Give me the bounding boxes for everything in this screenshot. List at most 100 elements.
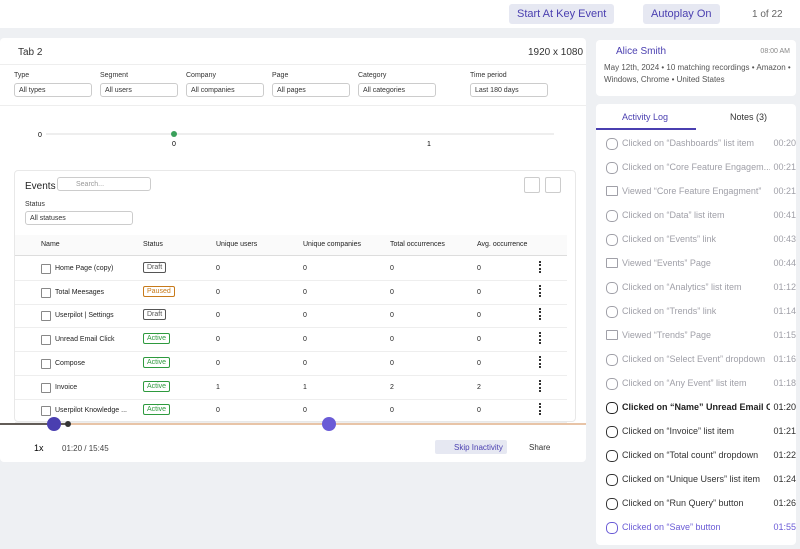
cell-value: 0 bbox=[390, 312, 394, 320]
activity-text: Clicked on “Invoice” list item bbox=[622, 426, 735, 436]
activity-time: 00:21 bbox=[773, 186, 796, 196]
click-icon bbox=[606, 234, 618, 246]
row-menu[interactable] bbox=[539, 261, 547, 273]
resolution: 1920 x 1080 bbox=[528, 47, 584, 58]
cell-value: 0 bbox=[216, 265, 220, 272]
activity-text: Viewed “Events” Page bbox=[622, 258, 711, 268]
speed[interactable]: 1x bbox=[34, 443, 44, 453]
activity-item[interactable]: Clicked on “Events” link 00:43 bbox=[604, 228, 796, 250]
cell-value: 0 bbox=[303, 265, 307, 272]
skip-label[interactable]: Skip Inactivity bbox=[454, 443, 503, 452]
activity-time: 01:12 bbox=[773, 282, 796, 292]
start-key-event-button[interactable]: Start At Key Event bbox=[509, 4, 615, 24]
activity-item[interactable]: Clicked on “Invoice” list item 01:21 bbox=[604, 420, 796, 442]
activity-item[interactable]: Viewed “Events” Page 00:44 bbox=[604, 252, 796, 274]
row-menu[interactable] bbox=[539, 403, 547, 416]
activity-item[interactable]: Clicked on “Any Event” list item 01:18 bbox=[604, 372, 796, 394]
status-badge: Active bbox=[143, 356, 171, 368]
row-icon bbox=[41, 382, 51, 393]
row-icon bbox=[41, 335, 51, 346]
filter-select[interactable]: All pages bbox=[272, 83, 350, 97]
tab-notes[interactable]: Notes (3) bbox=[730, 112, 768, 122]
search-input[interactable]: Search... bbox=[57, 177, 151, 191]
status-badge: Draft bbox=[143, 309, 167, 321]
activity-text: Clicked on “Unique Users” list item bbox=[622, 474, 761, 484]
activity-text: Clicked on “Analytics” list item bbox=[622, 282, 742, 292]
skip-button[interactable] bbox=[435, 440, 507, 454]
row-menu[interactable] bbox=[539, 355, 547, 368]
table-row[interactable]: Userpilot | Settings Draft 0 0 0 0 bbox=[15, 304, 567, 329]
activity-item[interactable]: Clicked on “Analytics” list item 01:12 bbox=[604, 276, 796, 298]
activity-text: Clicked on “Total count” dropdown bbox=[622, 450, 759, 460]
cell-value: 1 bbox=[216, 383, 220, 391]
filter-label: Page bbox=[272, 72, 289, 79]
activity-time: 01:26 bbox=[773, 498, 796, 508]
table-row[interactable]: Total Meesages Paused 0 0 0 0 bbox=[15, 281, 567, 305]
row-menu[interactable] bbox=[539, 332, 547, 345]
columns-button[interactable] bbox=[545, 177, 561, 193]
activity-item[interactable]: Clicked on “Run Query” button 01:26 bbox=[604, 492, 796, 514]
activity-text: Clicked on “Events” link bbox=[622, 234, 717, 244]
activity-time: 01:18 bbox=[773, 378, 796, 388]
filter-select[interactable]: All categories bbox=[358, 83, 436, 97]
table-row[interactable]: Invoice Active 1 1 2 2 bbox=[15, 376, 567, 400]
click-icon bbox=[606, 210, 618, 222]
row-menu[interactable] bbox=[539, 284, 547, 297]
table-row[interactable]: Home Page (copy) Draft 0 0 0 0 bbox=[15, 257, 567, 281]
table-row[interactable]: Userpilot Knowledge ... Active 0 0 0 0 bbox=[15, 399, 567, 424]
event-marker[interactable] bbox=[322, 417, 336, 431]
click-icon bbox=[606, 402, 618, 414]
autoplay-button[interactable]: Autoplay On bbox=[643, 4, 720, 24]
user-name[interactable]: Alice Smith bbox=[616, 46, 667, 57]
click-icon bbox=[606, 378, 618, 390]
tab-activity[interactable]: Activity Log bbox=[622, 112, 669, 122]
activity-item[interactable]: Clicked on “Total count” dropdown 01:22 bbox=[604, 444, 796, 466]
row-icon bbox=[41, 287, 51, 298]
activity-item[interactable]: Clicked on “Name” Unread Email C... 01:20 bbox=[604, 396, 796, 418]
share-label[interactable]: Share bbox=[529, 443, 551, 452]
x-label: 0 bbox=[172, 141, 176, 148]
cell-value: 0 bbox=[216, 359, 220, 367]
activity-item[interactable]: Clicked on “Unique Users” list item 01:24 bbox=[604, 468, 796, 490]
activity-item[interactable]: Clicked on “Core Feature Engagem... 00:21 bbox=[604, 156, 796, 178]
activity-time: 01:22 bbox=[773, 450, 796, 460]
filter-select[interactable]: All companies bbox=[186, 83, 264, 97]
activity-item[interactable]: Clicked on “Select Event” dropdown 01:16 bbox=[604, 348, 796, 370]
activity-item[interactable]: Clicked on “Save” button 01:55 bbox=[604, 516, 796, 538]
row-menu[interactable] bbox=[539, 308, 547, 321]
cell-value: 0 bbox=[216, 312, 220, 320]
table-row[interactable]: Unread Email Click Active 0 0 0 0 bbox=[15, 328, 567, 353]
activity-item[interactable]: Viewed “Core Feature Engagment” 00:21 bbox=[604, 180, 796, 202]
cell-value: 0 bbox=[390, 265, 394, 272]
cell-value: 0 bbox=[390, 336, 394, 344]
status-select[interactable]: All statuses bbox=[25, 211, 133, 225]
activity-item[interactable]: Viewed “Trends” Page 01:15 bbox=[604, 324, 796, 346]
mini-chart: 0 0 1 bbox=[14, 116, 574, 164]
activity-text: Clicked on “Select Event” dropdown bbox=[622, 354, 766, 364]
activity-text: Clicked on “Save” button bbox=[622, 522, 721, 532]
event-marker[interactable] bbox=[47, 417, 61, 431]
user-time: 08:00 AM bbox=[760, 48, 790, 55]
download-button[interactable] bbox=[524, 177, 540, 193]
click-icon bbox=[606, 354, 618, 366]
filter-select[interactable]: Last 180 days bbox=[470, 83, 548, 97]
click-icon bbox=[606, 138, 618, 150]
click-icon bbox=[606, 162, 618, 174]
cell-value: 2 bbox=[390, 383, 394, 391]
activity-item[interactable]: Clicked on “Data” list item 00:41 bbox=[604, 204, 796, 226]
table-row[interactable]: Compose Active 0 0 0 0 bbox=[15, 352, 567, 376]
row-icon bbox=[41, 406, 51, 417]
activity-time: 01:16 bbox=[773, 354, 796, 364]
activity-time: 00:41 bbox=[773, 210, 796, 220]
activity-item[interactable]: Clicked on “Trends” link 01:14 bbox=[604, 300, 796, 322]
activity-item[interactable]: Clicked on “Dashboards” list item 00:20 bbox=[604, 132, 796, 154]
mini-chart-svg: 0 0 1 bbox=[38, 131, 554, 148]
filter-select[interactable]: All users bbox=[100, 83, 178, 97]
activity-text: Clicked on “Name” Unread Email C... bbox=[622, 402, 770, 412]
filter-select[interactable]: All types bbox=[14, 83, 92, 97]
row-menu[interactable] bbox=[539, 379, 547, 392]
activity-text: Clicked on “Dashboards” list item bbox=[622, 138, 755, 148]
playhead[interactable] bbox=[65, 421, 71, 427]
column-header: Name bbox=[41, 241, 60, 248]
click-icon bbox=[606, 498, 618, 510]
